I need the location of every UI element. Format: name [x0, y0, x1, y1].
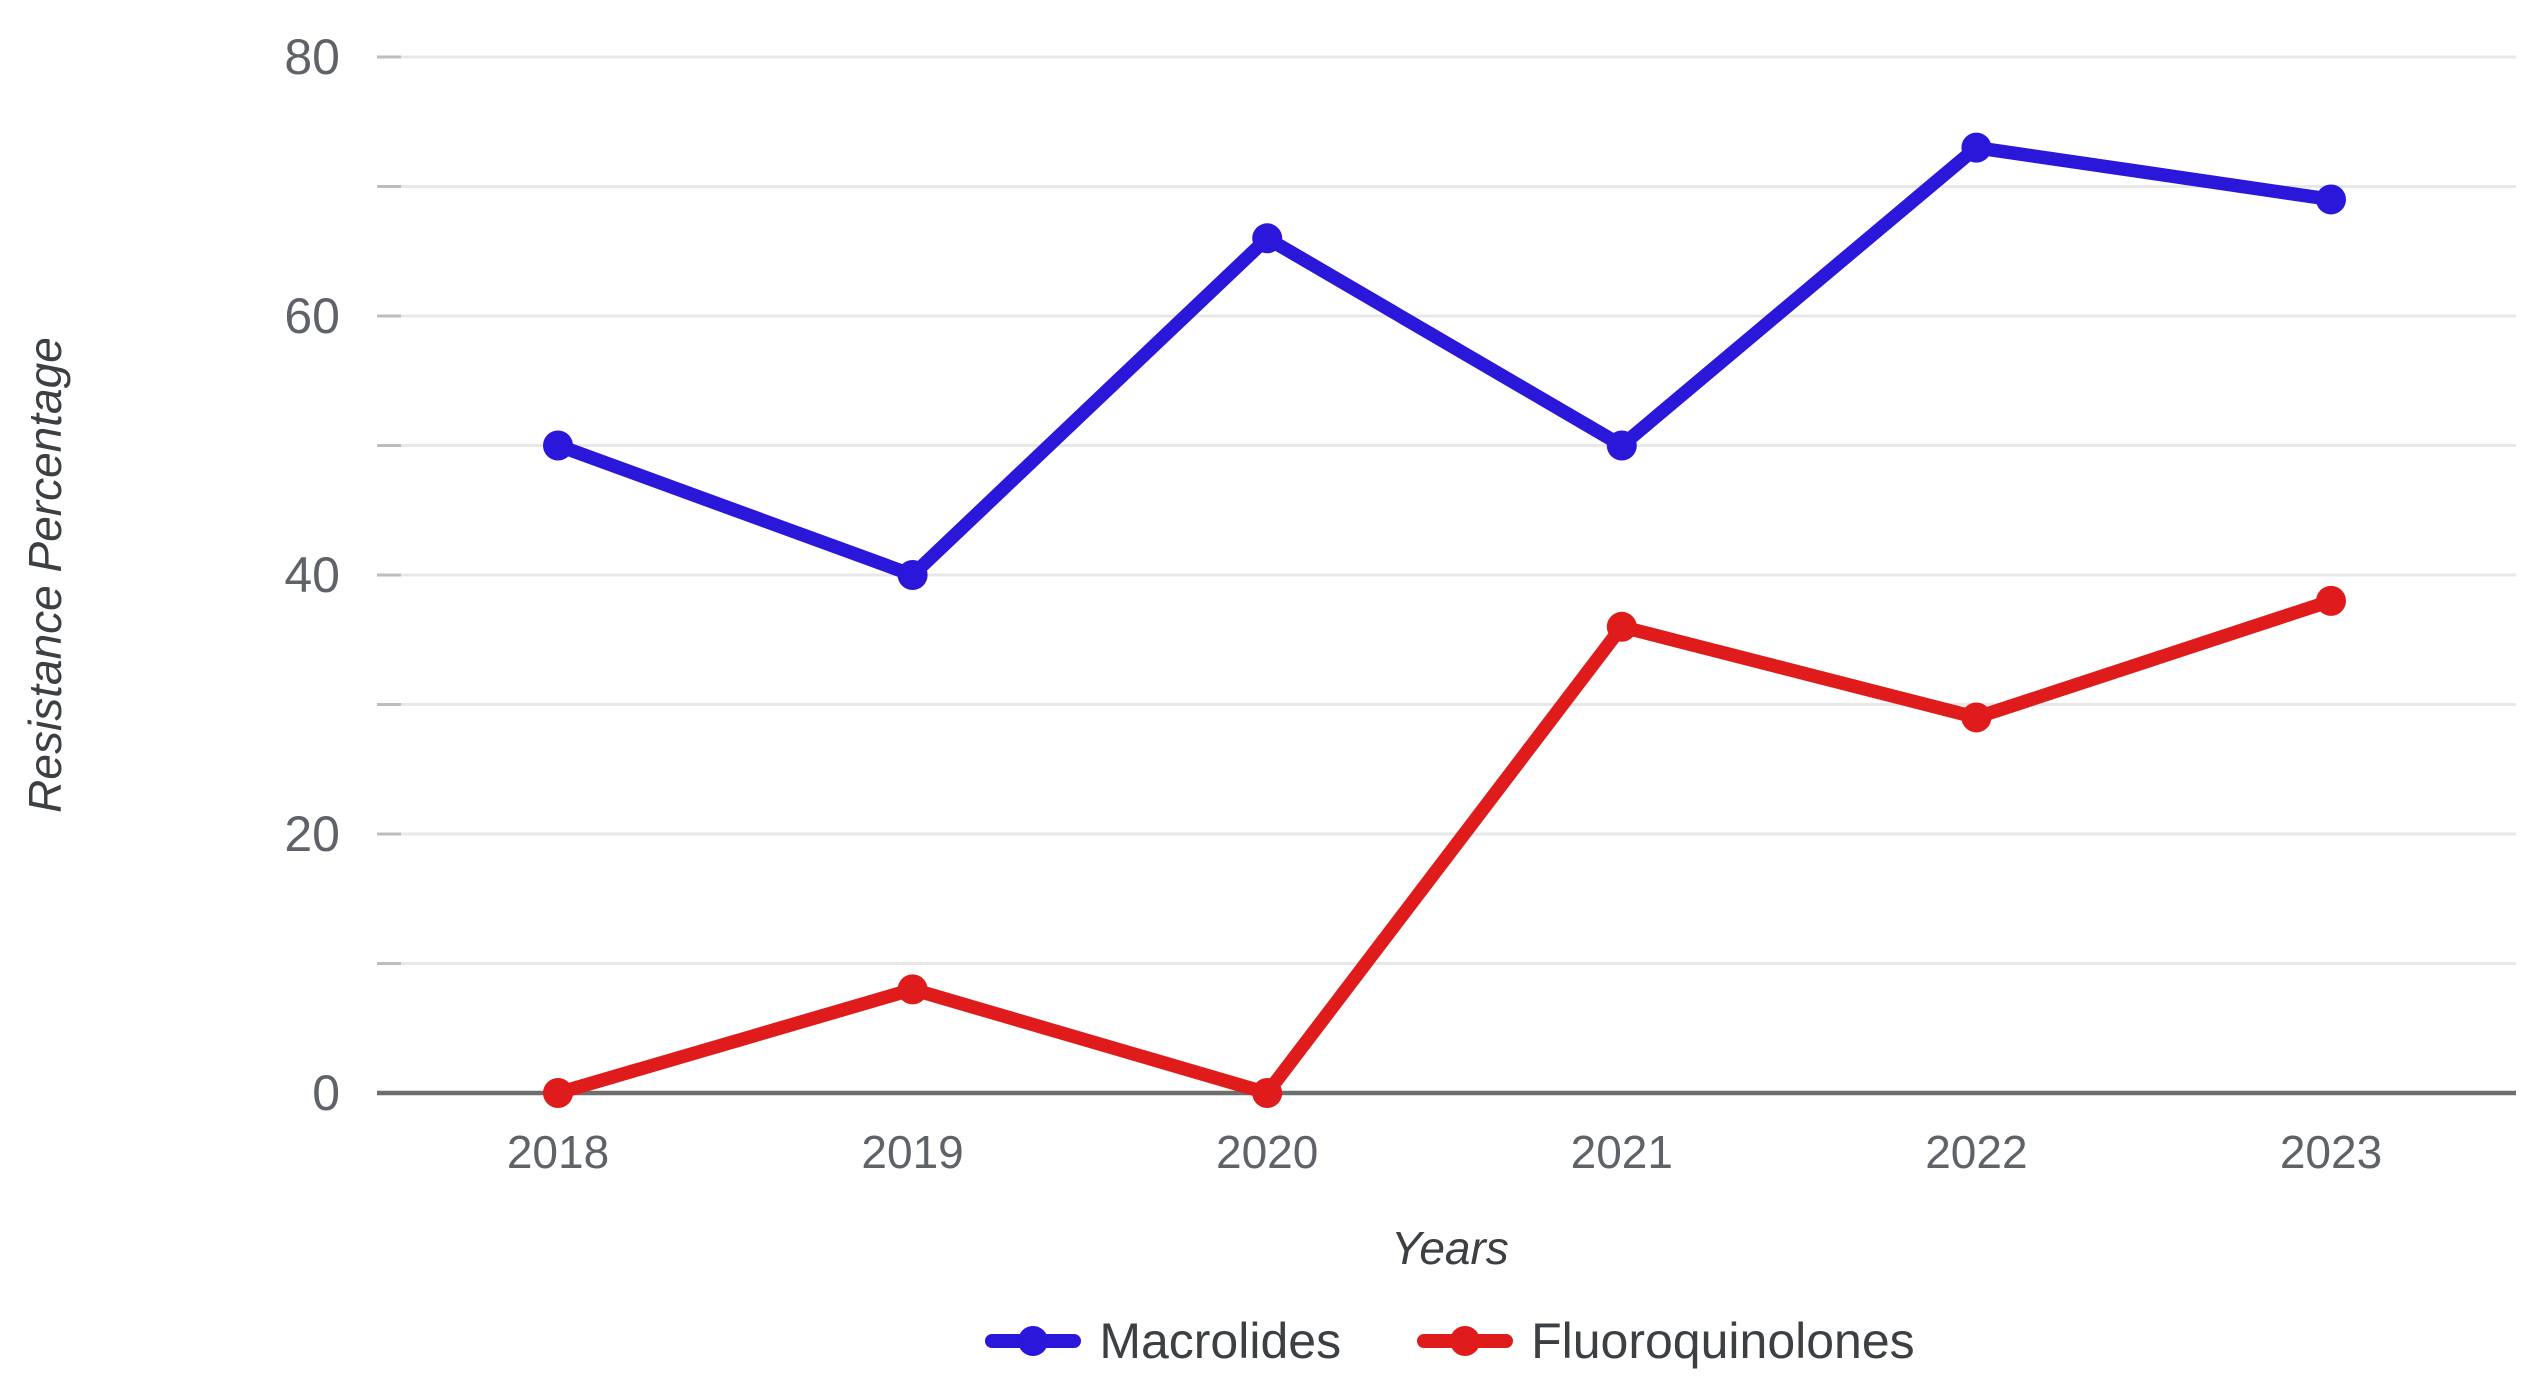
- legend: Macrolides Fluoroquinolones: [385, 1306, 2515, 1376]
- legend-line-dot-icon: [985, 1324, 1082, 1358]
- series-line-1: [551, 594, 2338, 1100]
- legend-line-dot-icon: [1417, 1324, 1514, 1358]
- legend-item-macrolides: Macrolides: [985, 1312, 1341, 1370]
- legend-label: Macrolides: [1099, 1313, 1342, 1369]
- legend-item-fluoroquinolones: Fluoroquinolones: [1417, 1312, 1915, 1370]
- data-point-macrolides-2020: [1252, 223, 1283, 254]
- tick-labels: 0 20 40 60 80 2018 2019 2020 2021 2022 2023: [284, 29, 2382, 1178]
- ytick-label-80: 80: [284, 29, 340, 85]
- xtick-label-2021: 2021: [1571, 1126, 1673, 1178]
- data-point-macrolides-2023: [2316, 184, 2346, 215]
- legend-label: Fluoroquinolones: [1531, 1313, 1915, 1369]
- series-line-0: [551, 140, 2338, 582]
- xtick-label-2023: 2023: [2280, 1126, 2382, 1178]
- xtick-label-2022: 2022: [1925, 1126, 2027, 1178]
- data-point-fluoroquinolones-2019: [897, 974, 928, 1005]
- data-point-macrolides-2021: [1606, 430, 1637, 461]
- gridlines: [377, 55, 2516, 965]
- series-fluoroquinolones: [543, 585, 2346, 1108]
- xtick-label-2019: 2019: [861, 1126, 963, 1178]
- y-axis-title: Resistance Percentage: [19, 337, 71, 813]
- data-point-fluoroquinolones-2020: [1252, 1078, 1283, 1108]
- data-point-fluoroquinolones-2018: [543, 1078, 573, 1108]
- ytick-label-0: 0: [312, 1065, 340, 1121]
- data-point-macrolides-2022: [1961, 132, 1992, 163]
- data-point-fluoroquinolones-2023: [2316, 585, 2346, 616]
- xtick-label-2018: 2018: [507, 1126, 609, 1178]
- data-point-fluoroquinolones-2022: [1961, 702, 1992, 733]
- data-series: [543, 132, 2346, 1108]
- ytick-label-60: 60: [284, 288, 340, 344]
- x-axis-title: Years: [1391, 1222, 1509, 1274]
- data-point-macrolides-2018: [543, 430, 573, 461]
- series-macrolides: [543, 132, 2346, 590]
- data-point-fluoroquinolones-2021: [1606, 611, 1637, 642]
- xtick-label-2020: 2020: [1216, 1126, 1318, 1178]
- data-point-macrolides-2019: [897, 560, 928, 590]
- ytick-label-20: 20: [284, 806, 340, 862]
- ytick-label-40: 40: [284, 547, 340, 603]
